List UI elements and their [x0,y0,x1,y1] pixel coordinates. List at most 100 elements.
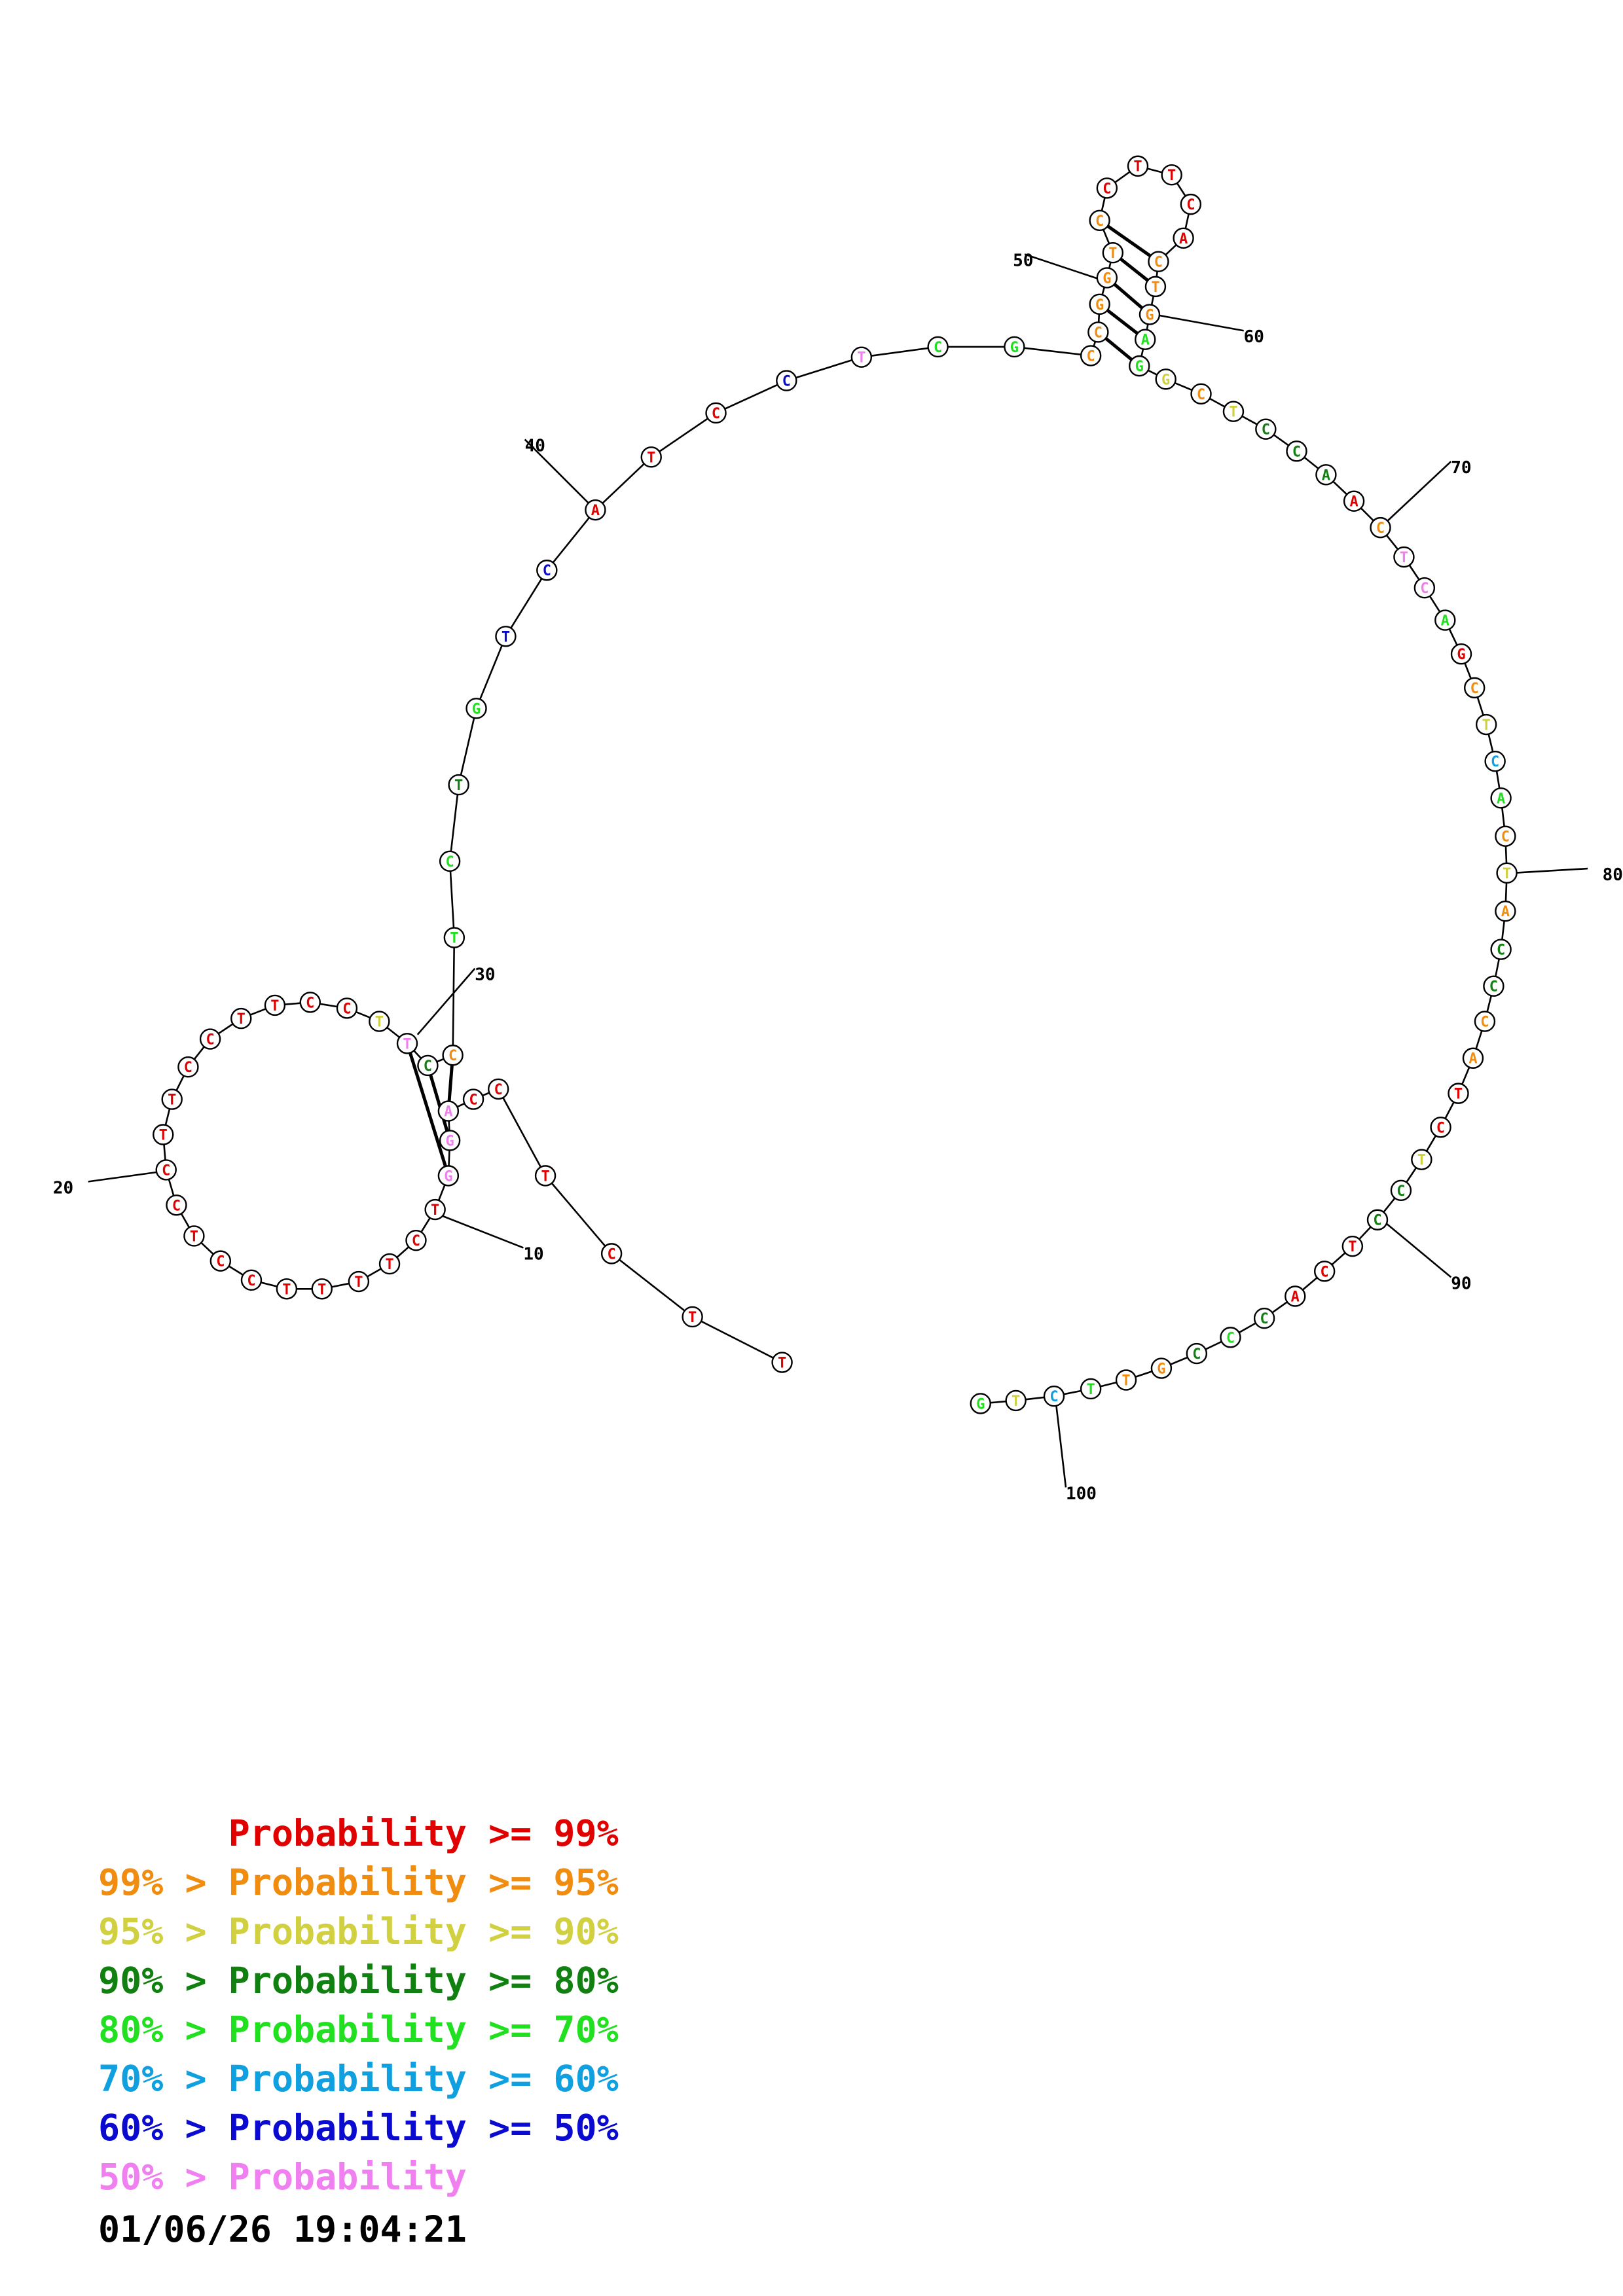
nucleotide-circle [177,1056,199,1078]
nucleotide: A [1434,609,1456,631]
nucleotide-circle [1096,267,1118,289]
nucleotide-letter: T [1454,1086,1463,1103]
nucleotide-letter: A [1141,332,1150,349]
nucleotide-letter: C [206,1032,214,1049]
backbone-segment [611,1253,693,1318]
nucleotide: C [1087,321,1109,343]
nucleotide-circle [600,1243,623,1265]
nucleotide-letter: T [385,1257,393,1273]
legend-row-4: 90% > Probability >= 80% [98,1960,619,2001]
nucleotide-circle [199,1028,221,1050]
position-label: 70 [1451,458,1471,478]
nucleotide: C [1186,1342,1208,1365]
nucleotide: C [417,1054,439,1077]
position-tick [1024,253,1101,280]
nucleotide-circle [1220,1327,1241,1348]
nucleotide: T [771,1352,793,1373]
nucleotide-circle [1222,401,1245,422]
nucleotide: T [1102,242,1124,264]
nucleotide-letter: T [1108,245,1117,262]
nucleotide: T [378,1253,401,1275]
nucleotide: C [776,370,797,391]
legend-row-6: 70% > Probability >= 60% [98,2058,619,2100]
legend-row-7: 60% > Probability >= 50% [98,2107,619,2149]
nucleotide-letter: C [1103,181,1111,197]
nucleotide-circle [534,1165,556,1187]
nucleotide-letter: C [1292,444,1301,460]
nucleotide-circle [1096,177,1118,199]
nucleotide-letter: T [450,931,458,947]
nucleotide-circle [1483,975,1504,997]
nucleotide: A [1490,787,1512,809]
nucleotide-letter: T [501,629,510,645]
nucleotide-circle [1080,1378,1102,1400]
nucleotide: T [1080,1378,1102,1400]
nucleotide-letter: C [1260,1311,1268,1327]
nucleotide-circle [210,1250,232,1272]
nucleotide-letter: G [1010,340,1019,356]
nucleotide-letter: T [354,1274,363,1291]
backbone-lines [162,165,1508,1405]
nucleotide: C [1253,1307,1275,1329]
backbone-segment [448,784,460,861]
nucleotide-circle [1080,345,1102,367]
nucleotide-letter: C [1262,422,1270,439]
nucleotide-letter: C [216,1254,225,1270]
nucleotide: A [585,499,606,521]
nucleotide: A [1285,1285,1306,1307]
nucleotide-circle [1366,1209,1389,1230]
nucleotide: C [439,850,461,872]
base-pair-bonds [405,219,1159,1177]
timestamp: 01/06/26 19:04:21 [98,2208,467,2250]
nucleotide: T [264,994,286,1016]
nucleotide-circle [1315,464,1337,486]
nucleotide: A [1495,900,1516,922]
nucleotide: T [153,1124,174,1145]
nucleotide: G [1450,643,1472,665]
nucleotide-letter: A [1468,1051,1477,1067]
nucleotide-letter: G [1145,308,1154,324]
nucleotide-letter: C [1154,255,1163,271]
nucleotide-letter: T [857,350,866,367]
nucleotide: C [600,1243,623,1265]
nucleotide-letter: T [375,1014,384,1031]
nucleotide-circle [437,1100,460,1122]
nucleotide-letter: T [778,1355,786,1372]
position-tick [1154,314,1244,332]
nucleotide: C [1413,577,1436,599]
position-tick [524,439,592,507]
nucleotide: C [1043,1385,1065,1407]
nucleotide-circle [161,1088,183,1110]
nucleotide-circle [682,1306,703,1328]
nucleotide: T [1475,713,1497,736]
nucleotide: T [1127,155,1149,177]
backbone-segment [1014,346,1091,357]
nucleotide: C [1483,975,1504,997]
position-tick [441,1214,524,1249]
nucleotide-circle [1186,1342,1208,1365]
nucleotide-circle [1139,304,1161,325]
nucleotide-circle [1496,862,1518,884]
nucleotide-letter: G [1103,270,1111,287]
nucleotide-letter: C [1470,681,1479,697]
nucleotide-letter: T [237,1011,246,1028]
nucleotide: T [1496,862,1518,884]
nucleotide-circle [405,1229,427,1251]
nucleotide-circle [1150,1357,1173,1379]
nucleotide-letter: C [1436,1120,1445,1136]
nucleotide: C [1080,345,1102,367]
backbone-segment [505,569,548,637]
nucleotide: T [850,346,873,368]
nucleotide-circle [183,1225,205,1247]
nucleotide-letter: C [494,1082,503,1098]
position-label: 50 [1013,251,1033,270]
nucleotide-circle [1475,713,1497,736]
nucleotide: T [443,927,465,948]
backbone-segment [452,937,456,1056]
nucleotide-letter: T [431,1202,439,1219]
position-label: 80 [1603,865,1623,885]
nucleotide-circle [378,1253,401,1275]
nucleotide-circle [1043,1385,1065,1407]
nucleotide-letter: G [1157,1361,1165,1378]
